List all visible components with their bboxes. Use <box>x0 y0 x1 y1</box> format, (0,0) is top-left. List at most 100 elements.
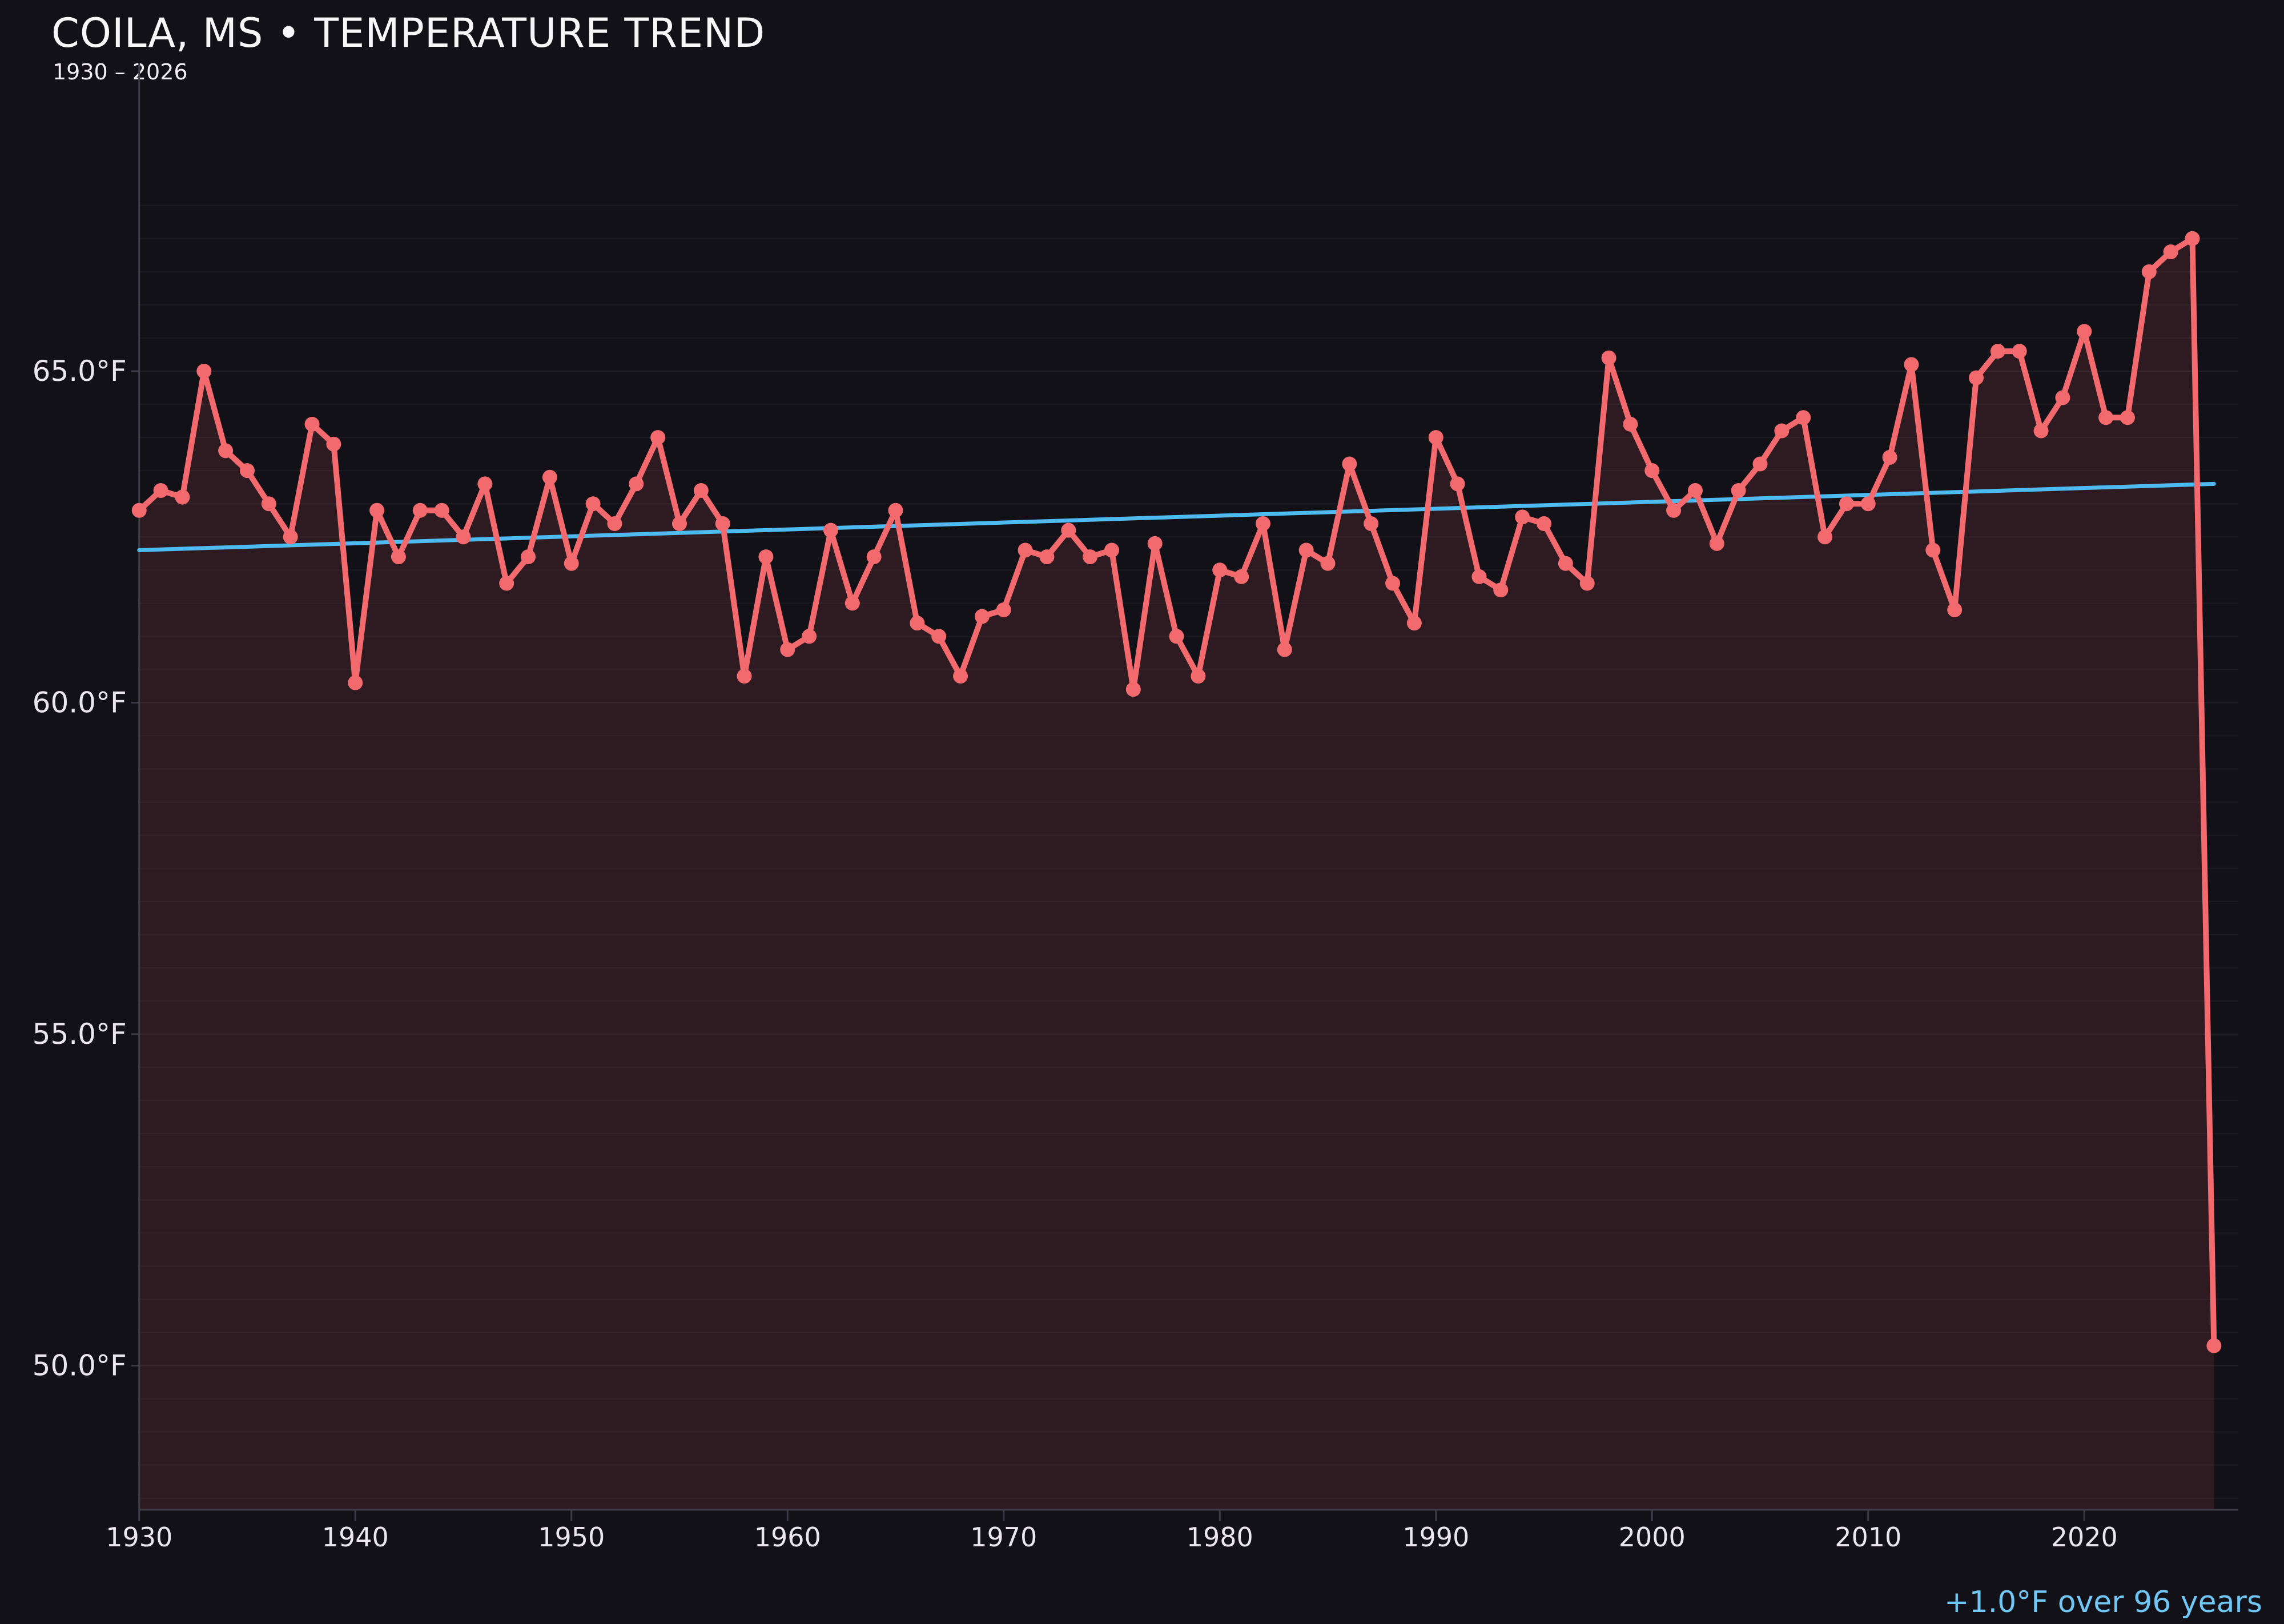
data-point <box>1083 549 1098 565</box>
data-point <box>1558 556 1573 571</box>
data-point <box>2141 264 2157 279</box>
data-point <box>2055 390 2070 405</box>
data-point <box>1493 582 1509 598</box>
data-point <box>304 416 320 432</box>
data-point <box>780 642 795 657</box>
data-point <box>1969 370 1984 385</box>
data-point <box>1104 542 1119 558</box>
data-point <box>175 489 190 505</box>
data-point <box>910 616 925 631</box>
data-point <box>1234 569 1249 584</box>
data-point <box>196 364 212 379</box>
data-point <box>391 549 406 565</box>
data-point <box>1450 476 1465 492</box>
data-point <box>499 576 514 591</box>
data-point <box>1277 642 1292 657</box>
x-tick-label: 2020 <box>2051 1522 2118 1553</box>
data-point <box>1990 344 2005 359</box>
data-point <box>2206 1338 2222 1353</box>
data-point <box>1537 516 1551 532</box>
x-tick-label: 1940 <box>322 1522 389 1553</box>
chart-title: COILA, MS • TEMPERATURE TREND <box>51 10 766 57</box>
data-point <box>693 483 709 498</box>
data-point <box>737 669 752 684</box>
data-point <box>672 516 687 532</box>
data-point <box>758 549 774 565</box>
data-point <box>348 675 363 690</box>
data-point <box>585 496 601 512</box>
data-point <box>1882 449 1897 465</box>
x-tick-label: 1930 <box>106 1522 172 1553</box>
y-tick-label: 65.0°F <box>33 355 127 388</box>
data-point <box>1666 503 1682 518</box>
data-point <box>888 503 903 518</box>
x-tick-label: 1990 <box>1402 1522 1469 1553</box>
x-tick-label: 2010 <box>1835 1522 1901 1553</box>
data-point <box>1774 423 1790 439</box>
data-point <box>1817 529 1833 545</box>
y-tick-label: 60.0°F <box>33 686 127 719</box>
data-point <box>1385 576 1401 591</box>
data-point <box>1018 542 1033 558</box>
trend-annotation: +1.0°F over 96 years <box>1944 1585 2262 1619</box>
data-point <box>261 496 276 512</box>
data-point <box>1796 410 1811 425</box>
chart-subtitle: 1930 – 2026 <box>53 59 188 85</box>
data-point <box>153 483 168 498</box>
data-point <box>1752 456 1768 472</box>
data-point <box>1364 516 1379 532</box>
data-point <box>629 476 644 492</box>
data-point <box>2163 244 2178 260</box>
data-point <box>1731 483 1746 498</box>
data-point <box>2077 324 2092 339</box>
data-point <box>521 549 536 565</box>
data-point <box>1039 549 1055 565</box>
data-point <box>1860 496 1876 512</box>
data-point <box>2012 344 2027 359</box>
data-point <box>434 503 449 518</box>
data-point <box>1298 542 1314 558</box>
x-tick-label: 1960 <box>754 1522 821 1553</box>
data-point <box>1125 682 1141 697</box>
data-point <box>542 469 557 485</box>
data-point <box>564 556 579 571</box>
data-point <box>2185 231 2200 246</box>
data-point <box>1212 562 1228 578</box>
data-point <box>1947 602 1963 617</box>
trend-line <box>137 481 2216 552</box>
data-point <box>477 476 493 492</box>
data-point <box>974 609 990 624</box>
data-point <box>2033 423 2049 439</box>
data-point <box>1255 516 1270 532</box>
data-point <box>715 516 730 532</box>
data-point <box>1342 456 1357 472</box>
data-point <box>1320 556 1336 571</box>
data-point <box>369 503 385 518</box>
data-point <box>1147 536 1163 551</box>
data-point <box>1839 496 1854 512</box>
data-point <box>1169 629 1184 644</box>
data-point <box>1644 463 1660 479</box>
data-point <box>866 549 882 565</box>
y-tick-label: 50.0°F <box>33 1349 127 1382</box>
data-point <box>931 629 947 644</box>
data-point <box>802 629 817 644</box>
data-point <box>845 596 860 611</box>
data-point <box>2098 410 2114 425</box>
x-tick-label: 1970 <box>970 1522 1037 1553</box>
x-tick-label: 1980 <box>1187 1522 1253 1553</box>
data-point <box>240 463 255 479</box>
data-point <box>1406 616 1422 631</box>
data-point <box>131 503 147 518</box>
data-point <box>2120 410 2135 425</box>
data-point <box>456 529 471 545</box>
data-point <box>1579 576 1595 591</box>
data-point <box>1709 536 1724 551</box>
data-point <box>1191 669 1206 684</box>
data-point <box>1515 509 1530 525</box>
data-point <box>1428 430 1443 445</box>
data-point <box>823 522 838 538</box>
area-fill <box>139 238 2214 1510</box>
